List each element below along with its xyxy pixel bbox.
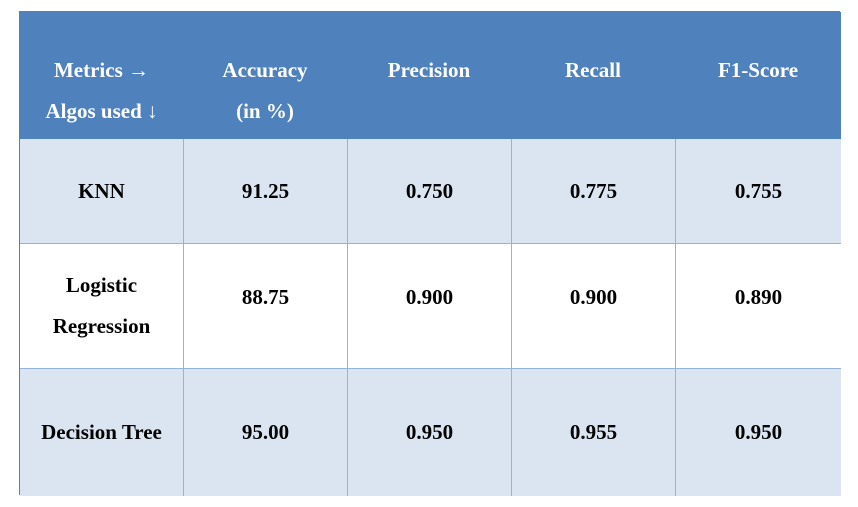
row-logreg-f1: 0.890 <box>675 243 841 368</box>
header-accuracy-unit: (in %) <box>236 99 294 123</box>
header-f1-score: F1-Score <box>675 12 841 139</box>
row-logreg-recall: 0.900 <box>511 243 675 368</box>
row-logreg-algo-line1: Logistic <box>65 273 138 297</box>
header-accuracy-label: Accuracy <box>222 58 308 82</box>
row-logreg-algo-line2: Regression <box>52 314 151 338</box>
row-knn-recall: 0.775 <box>511 139 675 243</box>
row-logreg-precision: 0.900 <box>347 243 511 368</box>
header-accuracy: Accuracy (in %) <box>183 12 347 139</box>
row-dtree-algo: Decision Tree <box>20 368 183 496</box>
metrics-table: Metrics → Algos used ↓ Accuracy (in %) P… <box>19 11 841 496</box>
header-algos-label: Algos used ↓ <box>45 99 158 123</box>
header-metrics-algos: Metrics → Algos used ↓ <box>20 12 183 139</box>
row-logreg-algo: Logistic Regression <box>20 243 183 368</box>
header-recall: Recall <box>511 12 675 139</box>
header-metrics-label: Metrics → <box>53 58 150 82</box>
row-dtree-precision: 0.950 <box>347 368 511 496</box>
row-logreg-accuracy: 88.75 <box>183 243 347 368</box>
row-knn-algo: KNN <box>20 139 183 243</box>
header-precision: Precision <box>347 12 511 139</box>
row-dtree-recall: 0.955 <box>511 368 675 496</box>
row-dtree-accuracy: 95.00 <box>183 368 347 496</box>
row-dtree-f1: 0.950 <box>675 368 841 496</box>
row-knn-f1: 0.755 <box>675 139 841 243</box>
row-knn-precision: 0.750 <box>347 139 511 243</box>
row-knn-accuracy: 91.25 <box>183 139 347 243</box>
